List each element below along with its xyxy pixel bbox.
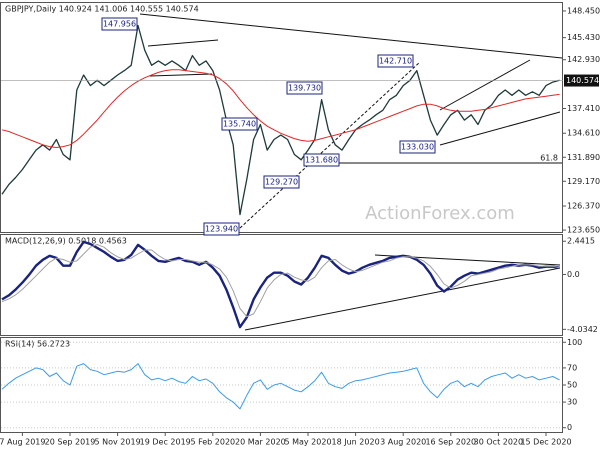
annotation-box [377, 54, 414, 68]
x-tick-label: 5 Nov 2019 [95, 438, 141, 447]
trendline [244, 267, 561, 331]
y-tick-label: 30 [567, 398, 577, 407]
price-title: GBPJPY,Daily 140.924 141.006 140.555 140… [5, 5, 199, 14]
y-tick-label: 131.890 [567, 153, 600, 162]
x-tick-label: 18 Jun 2020 [332, 438, 380, 447]
macd-panel [0, 234, 563, 336]
annotation: 139.730 [288, 84, 321, 93]
trendline [239, 61, 421, 229]
y-tick-label: 134.610 [567, 129, 600, 138]
annotation: 133.030 [401, 143, 434, 152]
annotation: 123.940 [205, 225, 238, 234]
price-panel [0, 2, 563, 233]
y-tick-label: -4.0342 [567, 325, 598, 334]
y-tick-label: 2.4415 [567, 237, 595, 246]
series-line [1, 244, 560, 318]
series-line [1, 69, 560, 148]
y-tick-label: 142.930 [567, 55, 600, 64]
trendline [439, 59, 531, 111]
x-tick-label: 7 Aug 2019 [0, 438, 45, 447]
trendline [439, 111, 561, 146]
annotation: 129.270 [265, 178, 298, 187]
x-tick-label: 3 Aug 2020 [380, 438, 426, 447]
x-tick-label: 20 Mar 2020 [235, 438, 286, 447]
x-tick-label: 20 Sep 2019 [45, 438, 96, 447]
trendline [147, 39, 219, 47]
series-line [1, 363, 560, 410]
macd-title: MACD(12,26,9) 0.5018 0.4563 [5, 237, 127, 246]
y-tick-label: 70 [567, 363, 577, 372]
y-tick-label: 123.650 [567, 226, 600, 235]
trendline [149, 73, 213, 77]
y-tick-label: 126.370 [567, 202, 600, 211]
y-tick-label: 145.430 [567, 33, 600, 42]
annotation: 131.680 [305, 156, 338, 165]
annotation-box [101, 17, 138, 31]
x-tick-label: 15 Dec 2020 [520, 438, 571, 447]
last-price-box [564, 74, 599, 87]
annotation: 61.8 [540, 154, 558, 163]
annotation-box [286, 81, 323, 95]
trendlines [139, 13, 563, 331]
x-tick-label: 30 Oct 2020 [474, 438, 523, 447]
annotation: 142.710 [379, 57, 412, 66]
x-tick-label: 16 Sep 2020 [425, 438, 476, 447]
annotation-box [303, 153, 340, 167]
series-line [1, 240, 560, 329]
y-tick-label: 0.0 [567, 270, 580, 279]
y-tick-label: 148.450 [567, 6, 600, 15]
y-tick-label: 0 [567, 423, 572, 432]
watermark: ActionForex.com [365, 203, 515, 224]
annotation: 147.956 [103, 20, 136, 29]
y-tick-label: 50 [567, 381, 577, 390]
series-line [1, 24, 560, 216]
y-tick-label: 100 [567, 338, 582, 347]
annotation-box [203, 222, 240, 236]
x-tick-label: 5 May 2020 [284, 438, 331, 447]
rsi-panel [0, 337, 563, 433]
annotation-box [221, 117, 258, 131]
x-tick-label: 5 Feb 2020 [190, 438, 235, 447]
trendline [139, 13, 563, 59]
annotation-box [399, 140, 436, 154]
rsi-title: RSI(14) 56.2723 [5, 340, 70, 349]
last-price-label: 140.574 [566, 76, 599, 85]
annotation: 135.740 [223, 120, 256, 129]
y-tick-label: 137.410 [567, 104, 600, 113]
y-tick-label: 129.170 [567, 177, 600, 186]
x-tick-label: 19 Dec 2019 [140, 438, 191, 447]
annotation-box [263, 175, 300, 189]
